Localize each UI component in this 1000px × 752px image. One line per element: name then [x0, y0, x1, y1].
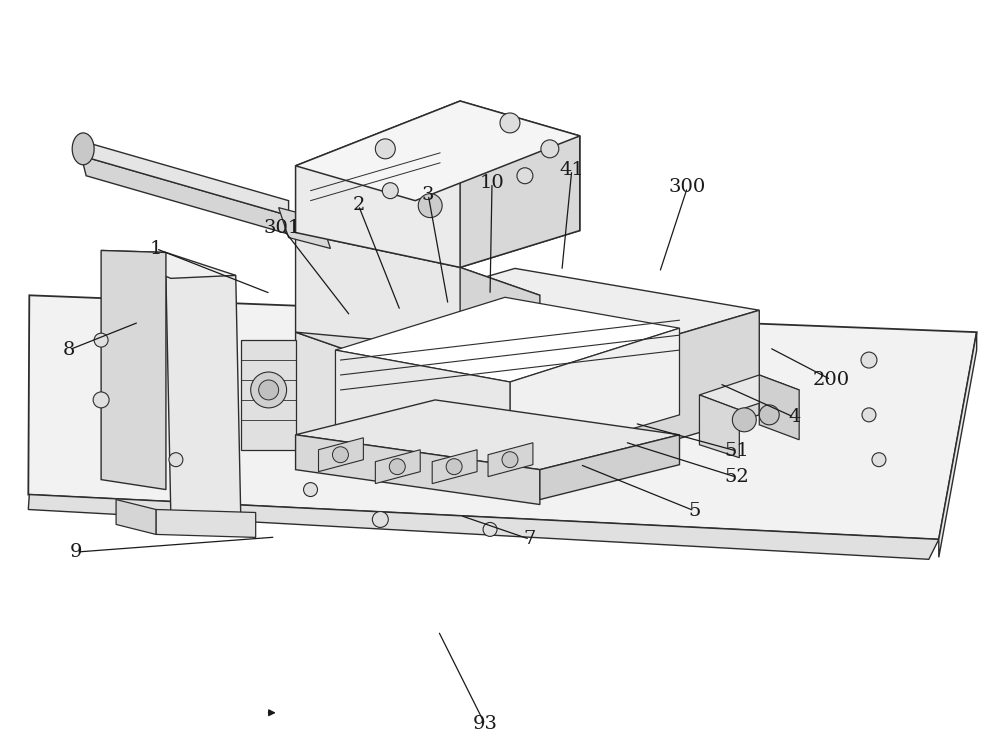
Polygon shape: [510, 328, 680, 465]
Polygon shape: [296, 101, 580, 201]
Circle shape: [389, 459, 405, 475]
Text: 4: 4: [788, 408, 800, 426]
Polygon shape: [28, 296, 977, 539]
Circle shape: [541, 140, 559, 158]
Polygon shape: [279, 208, 330, 248]
Polygon shape: [335, 297, 680, 382]
Text: 51: 51: [724, 442, 749, 460]
Polygon shape: [81, 141, 289, 216]
Circle shape: [500, 113, 520, 133]
Text: 41: 41: [559, 161, 584, 179]
Circle shape: [372, 511, 388, 527]
Polygon shape: [460, 268, 540, 375]
Circle shape: [259, 380, 279, 400]
Circle shape: [613, 443, 627, 456]
Text: 5: 5: [688, 502, 701, 520]
Polygon shape: [296, 435, 540, 505]
Polygon shape: [460, 136, 580, 268]
Text: 3: 3: [422, 186, 434, 204]
Polygon shape: [540, 435, 680, 499]
Polygon shape: [296, 101, 580, 268]
Circle shape: [169, 453, 183, 467]
Polygon shape: [101, 250, 166, 490]
Circle shape: [93, 392, 109, 408]
Circle shape: [418, 194, 442, 217]
Circle shape: [375, 139, 395, 159]
Polygon shape: [939, 332, 977, 557]
Text: 301: 301: [264, 220, 301, 238]
Circle shape: [732, 408, 756, 432]
Text: 9: 9: [70, 543, 82, 561]
Polygon shape: [335, 350, 510, 465]
Polygon shape: [156, 510, 256, 538]
Circle shape: [446, 459, 462, 475]
Polygon shape: [319, 438, 363, 472]
Circle shape: [861, 352, 877, 368]
Text: 1: 1: [150, 240, 162, 258]
Circle shape: [502, 452, 518, 468]
Polygon shape: [296, 232, 540, 360]
Text: 52: 52: [724, 468, 749, 486]
Polygon shape: [375, 450, 420, 484]
Polygon shape: [296, 332, 540, 375]
Polygon shape: [488, 443, 533, 477]
Circle shape: [382, 183, 398, 199]
Text: 200: 200: [813, 371, 850, 389]
Text: 7: 7: [524, 530, 536, 548]
Polygon shape: [699, 395, 739, 458]
Circle shape: [517, 168, 533, 183]
Polygon shape: [432, 450, 477, 484]
Text: 93: 93: [473, 715, 498, 733]
Circle shape: [94, 333, 108, 347]
Polygon shape: [296, 400, 680, 470]
Polygon shape: [296, 332, 540, 480]
Polygon shape: [166, 275, 241, 520]
Polygon shape: [28, 495, 939, 559]
Polygon shape: [296, 268, 759, 375]
Circle shape: [251, 372, 287, 408]
Circle shape: [872, 453, 886, 467]
Circle shape: [862, 408, 876, 422]
Circle shape: [573, 353, 587, 367]
Circle shape: [759, 405, 779, 425]
Circle shape: [332, 447, 348, 462]
Ellipse shape: [72, 133, 94, 165]
Polygon shape: [116, 499, 156, 535]
Polygon shape: [540, 311, 759, 480]
Polygon shape: [241, 340, 296, 450]
Circle shape: [692, 403, 706, 417]
Circle shape: [483, 523, 497, 536]
Circle shape: [772, 383, 786, 397]
Text: 300: 300: [669, 178, 706, 196]
Circle shape: [304, 483, 318, 496]
Polygon shape: [759, 375, 799, 440]
Text: 8: 8: [63, 341, 75, 359]
Polygon shape: [81, 156, 294, 235]
Text: 2: 2: [352, 196, 365, 214]
Text: 10: 10: [480, 174, 504, 192]
Polygon shape: [101, 250, 236, 278]
Polygon shape: [699, 375, 799, 410]
